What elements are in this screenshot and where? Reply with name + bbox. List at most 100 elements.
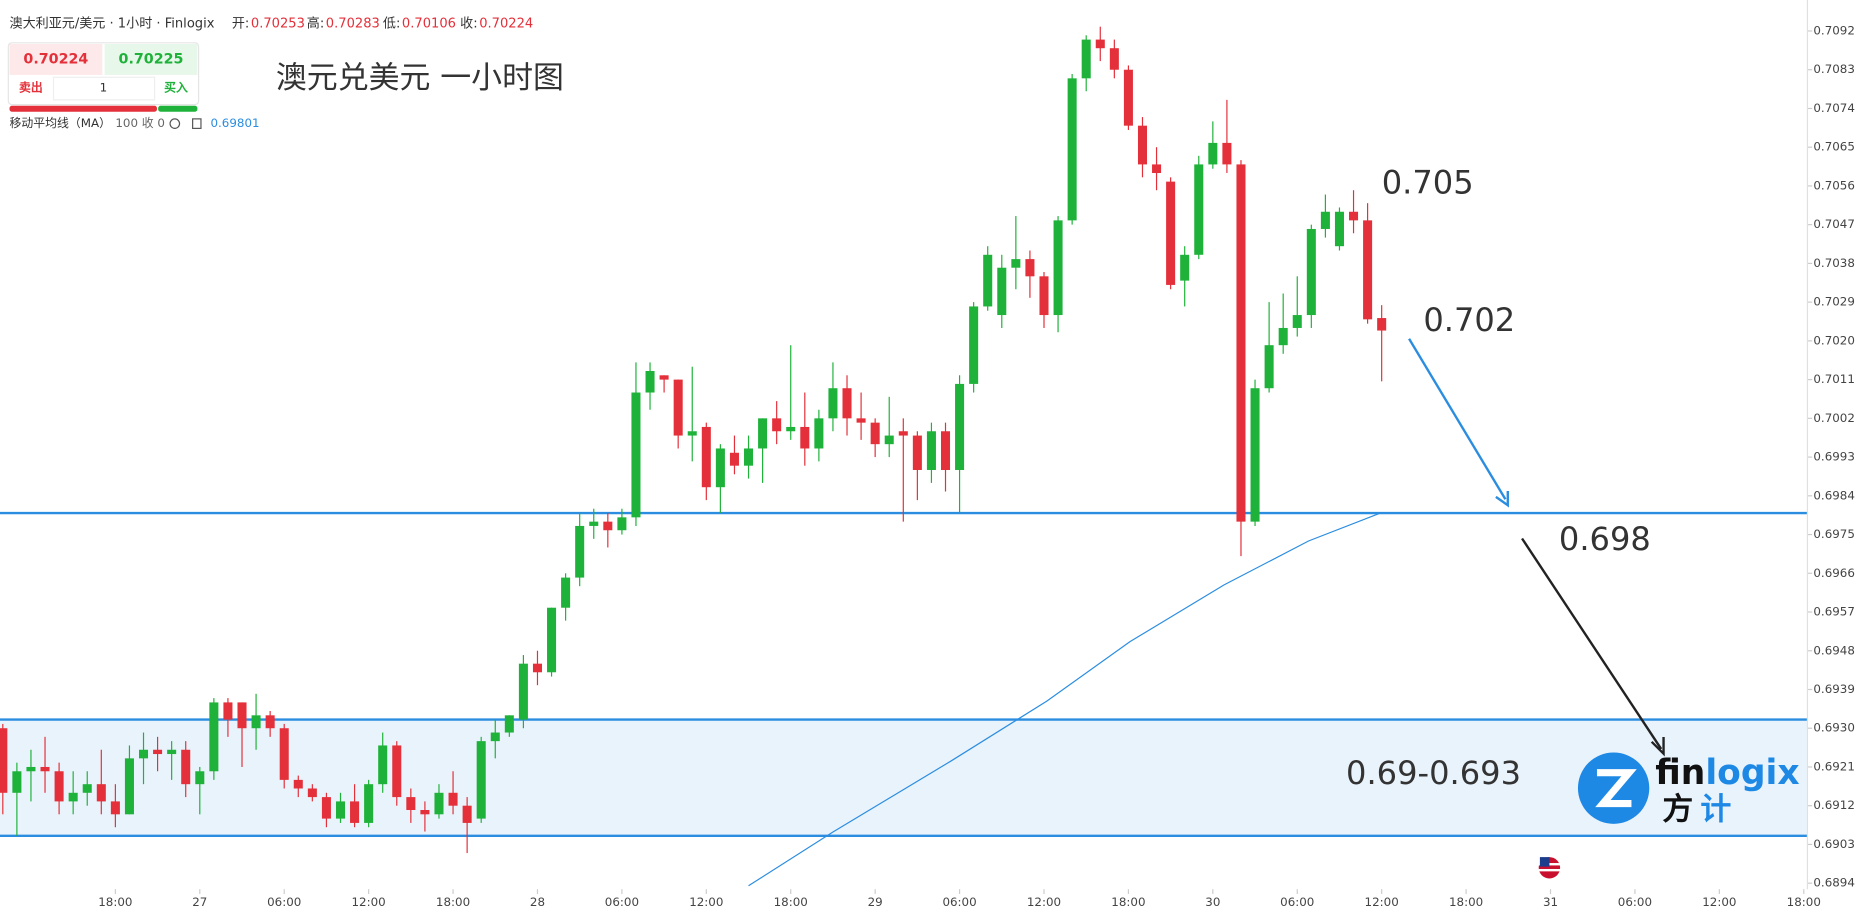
- indicator-value: 0.69801: [210, 116, 259, 130]
- candle-body: [110, 801, 120, 815]
- candle-body: [420, 810, 430, 815]
- candle-body: [181, 749, 191, 785]
- candle-body: [701, 426, 711, 488]
- arrow: [1408, 338, 1507, 500]
- low-value: 0.70106: [402, 16, 456, 31]
- candle-body: [321, 797, 331, 819]
- candle-body: [955, 383, 965, 470]
- candle-body: [293, 779, 303, 789]
- logo-part: logix: [1705, 752, 1799, 792]
- annotation: 0.702: [1423, 301, 1515, 339]
- candle-body: [1152, 164, 1162, 174]
- candle-body: [926, 431, 936, 470]
- sell-label[interactable]: 卖出: [19, 80, 43, 94]
- close-value: 0.70224: [479, 16, 533, 31]
- sell-ratio: [9, 105, 157, 112]
- sell-price: 0.70224: [23, 51, 88, 67]
- candle-body: [603, 521, 613, 531]
- candle-body: [490, 732, 500, 742]
- candle-body: [617, 517, 627, 531]
- candle-body: [378, 745, 388, 785]
- annotation: 0.698: [1559, 520, 1651, 558]
- delete-icon[interactable]: [192, 118, 202, 129]
- x-tick-label: 18:00: [1111, 895, 1145, 909]
- buy-label[interactable]: 买入: [164, 80, 188, 94]
- open-value: 0.70253: [251, 16, 305, 31]
- candle-body: [265, 715, 275, 729]
- candle-body: [687, 431, 697, 436]
- candle-body: [504, 715, 514, 733]
- quantity-input[interactable]: [52, 76, 156, 101]
- candle-body: [772, 418, 782, 432]
- x-tick-label: 18:00: [774, 895, 808, 909]
- candle-body: [589, 521, 599, 526]
- candle-body: [209, 702, 219, 772]
- candle-body: [786, 426, 796, 432]
- high-label: 高:: [307, 15, 324, 31]
- candle-body: [40, 766, 50, 772]
- candle-body: [969, 306, 979, 384]
- candle-body: [884, 435, 894, 445]
- candle-body: [1363, 220, 1373, 320]
- sell-button[interactable]: [9, 43, 103, 75]
- x-tick-label: 12:00: [689, 895, 723, 909]
- candle-body: [1236, 164, 1246, 522]
- buy-button[interactable]: [104, 43, 198, 75]
- candle-body: [1053, 220, 1063, 316]
- candle-body: [729, 452, 739, 466]
- arrow-head: [1495, 490, 1509, 508]
- candle-body: [518, 663, 528, 720]
- candle-body: [1292, 315, 1302, 328]
- logo-cn: 方计: [1662, 791, 1731, 827]
- candle-body: [1208, 142, 1218, 165]
- candle-body: [1264, 345, 1274, 389]
- buy-price: 0.70225: [119, 51, 184, 67]
- logo-cn-part: 方: [1662, 791, 1693, 827]
- candle-body: [1194, 164, 1204, 255]
- candle-body: [898, 431, 908, 436]
- candle-body: [1222, 142, 1232, 165]
- quantity[interactable]: 1: [100, 80, 108, 94]
- candle-body: [223, 702, 233, 720]
- candle-body: [561, 577, 571, 608]
- candle-body: [406, 797, 416, 811]
- chart-title: 澳元兑美元 一小时图: [276, 60, 564, 96]
- candle-body: [237, 702, 247, 729]
- buy-ratio: [158, 105, 198, 112]
- flag-canton: [1539, 857, 1550, 867]
- x-tick-label: 12:00: [1365, 895, 1399, 909]
- candle-body: [1039, 276, 1049, 316]
- logo-part: fin: [1655, 752, 1705, 792]
- candle-body: [1095, 39, 1105, 49]
- candle-body: [1250, 388, 1260, 522]
- x-tick-label: 06:00: [1280, 895, 1314, 909]
- candle-body: [82, 784, 92, 793]
- candle-body: [940, 431, 951, 470]
- candle-body: [448, 792, 458, 806]
- settings-icon[interactable]: [169, 118, 181, 129]
- candle-body: [1320, 211, 1330, 229]
- logo-text: finlogix: [1655, 752, 1799, 792]
- candle-body: [814, 418, 824, 449]
- candle-body: [912, 435, 922, 470]
- candle-body: [167, 749, 177, 755]
- candle-body: [1334, 211, 1344, 247]
- low-label: 低:: [383, 16, 400, 31]
- x-tick-label: 28: [530, 895, 545, 909]
